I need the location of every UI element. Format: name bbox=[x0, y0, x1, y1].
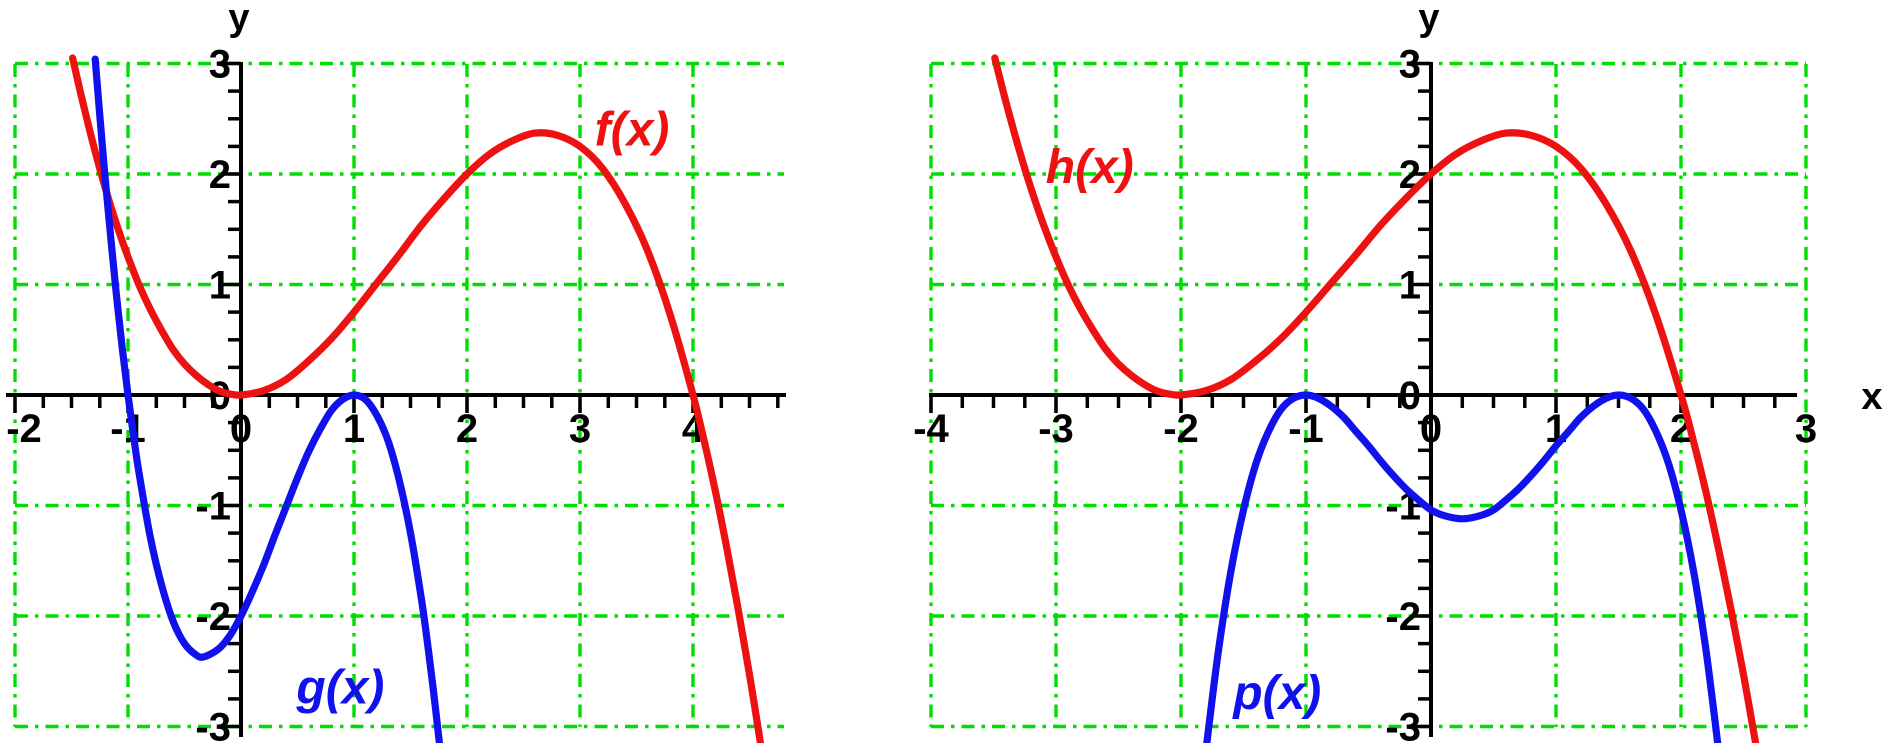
x-tick-label: 3 bbox=[569, 407, 591, 451]
x-tick-label: 0 bbox=[1420, 407, 1442, 451]
curve-g(x) bbox=[91, 55, 444, 743]
y-tick-label: -3 bbox=[1385, 706, 1421, 743]
curve-f(x) bbox=[69, 54, 765, 743]
x-tick-label: -2 bbox=[6, 407, 42, 451]
x-axis-title: x bbox=[1861, 376, 1882, 418]
gridlines bbox=[13, 61, 784, 729]
y-tick-label: 3 bbox=[209, 43, 231, 87]
y-tick-label: 2 bbox=[209, 153, 231, 197]
x-tick-label: -2 bbox=[1163, 407, 1199, 451]
x-tick-label: -3 bbox=[1038, 407, 1074, 451]
y-axis-title: y bbox=[228, 0, 249, 39]
x-tick-label: 1 bbox=[343, 407, 365, 451]
gridlines bbox=[929, 61, 1808, 729]
curve-label-p(x): p(x) bbox=[1231, 667, 1321, 720]
x-tick-label: -1 bbox=[1288, 407, 1324, 451]
curve-h(x) bbox=[991, 54, 1760, 743]
y-axis-title: y bbox=[1418, 0, 1439, 39]
x-tick-label: 3 bbox=[1795, 407, 1817, 451]
curve-p(x) bbox=[1203, 391, 1722, 743]
y-tick-label: 1 bbox=[1399, 264, 1421, 308]
tick-marks bbox=[929, 61, 1777, 729]
y-tick-label: -1 bbox=[195, 485, 231, 529]
x-tick-label: 0 bbox=[230, 407, 252, 451]
y-tick-label: -2 bbox=[1385, 595, 1421, 639]
y-tick-label: -3 bbox=[195, 706, 231, 743]
y-tick-label: 1 bbox=[209, 264, 231, 308]
y-tick-label: 3 bbox=[1399, 43, 1421, 87]
curve-label-h(x): h(x) bbox=[1046, 141, 1134, 194]
y-tick-label: -1 bbox=[1385, 485, 1421, 529]
axes bbox=[6, 62, 786, 737]
y-tick-label: -2 bbox=[195, 595, 231, 639]
curve-label-g(x): g(x) bbox=[295, 661, 384, 714]
curve-label-f(x): f(x) bbox=[595, 103, 670, 156]
x-tick-label: -4 bbox=[913, 407, 949, 451]
y-tick-label: 0 bbox=[1399, 374, 1421, 418]
x-tick-label: 2 bbox=[456, 407, 478, 451]
